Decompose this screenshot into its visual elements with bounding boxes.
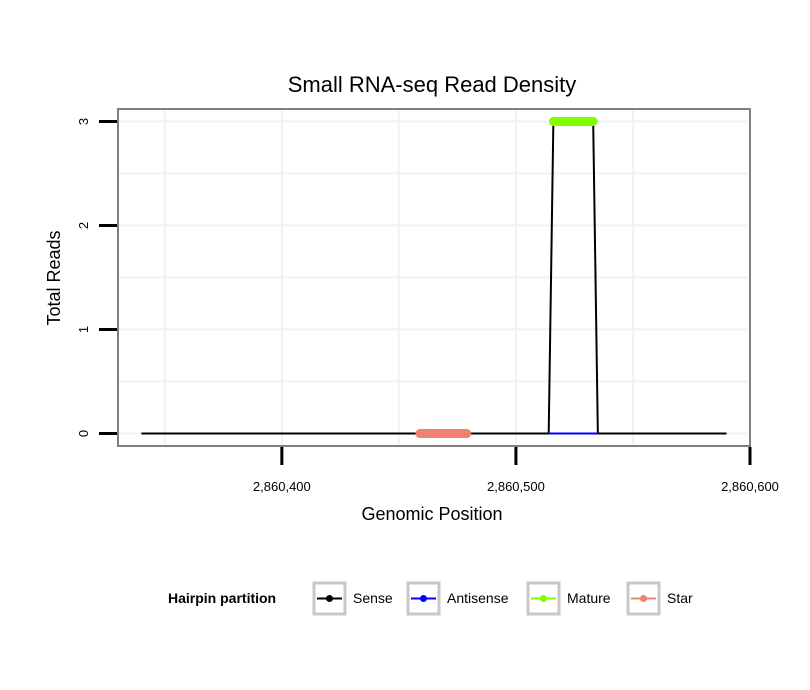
legend-label: Star (667, 590, 693, 606)
legend-key-marker (540, 595, 547, 602)
legend-key-marker (420, 595, 427, 602)
legend-item-star: Star (628, 583, 693, 614)
legend-label: Antisense (447, 590, 509, 606)
y-tick-label: 1 (76, 326, 91, 333)
y-axis: 0 1 2 3 (76, 118, 117, 437)
y-tick-label: 2 (76, 222, 91, 229)
chart-title: Small RNA-seq Read Density (288, 72, 577, 97)
x-tick-label: 2,860,600 (721, 479, 779, 494)
x-tick-label: 2,860,500 (487, 479, 545, 494)
legend-title: Hairpin partition (168, 590, 276, 606)
legend-key-marker (640, 595, 647, 602)
legend-item-sense: Sense (314, 583, 393, 614)
legend-item-mature: Mature (528, 583, 611, 614)
legend: Hairpin partition Sense Antisense Mature St… (168, 583, 693, 614)
y-tick-label: 0 (76, 430, 91, 437)
x-tick-label: 2,860,400 (253, 479, 311, 494)
legend-label: Sense (353, 590, 393, 606)
read-density-chart: Small RNA-seq Read Density 0 1 2 3 2,860,40… (0, 0, 810, 690)
y-tick-label: 3 (76, 118, 91, 125)
x-axis: 2,860,400 2,860,500 2,860,600 (253, 447, 779, 494)
y-axis-title: Total Reads (44, 230, 64, 325)
legend-item-antisense: Antisense (408, 583, 509, 614)
legend-label: Mature (567, 590, 611, 606)
legend-key-marker (326, 595, 333, 602)
x-axis-title: Genomic Position (361, 504, 502, 524)
grid-lines (118, 109, 750, 446)
